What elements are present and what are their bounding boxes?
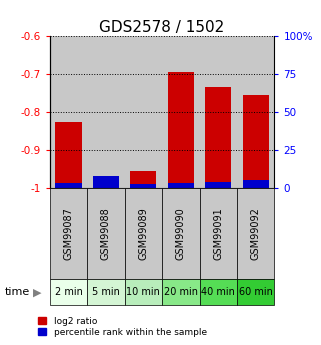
Bar xyxy=(205,182,231,188)
Bar xyxy=(87,279,125,305)
Text: GSM99091: GSM99091 xyxy=(213,207,223,260)
Text: 2 min: 2 min xyxy=(55,287,82,297)
Legend: log2 ratio, percentile rank within the sample: log2 ratio, percentile rank within the s… xyxy=(38,317,207,337)
Bar xyxy=(243,180,269,188)
Bar xyxy=(205,87,231,188)
Bar xyxy=(168,183,194,188)
Bar xyxy=(87,188,125,279)
Text: GSM99088: GSM99088 xyxy=(101,207,111,260)
Text: 20 min: 20 min xyxy=(164,287,198,297)
Bar xyxy=(87,36,125,188)
Text: time: time xyxy=(5,287,30,297)
Bar xyxy=(162,36,200,188)
Text: GSM99090: GSM99090 xyxy=(176,207,186,260)
Bar xyxy=(162,279,200,305)
Bar xyxy=(243,95,269,188)
Bar xyxy=(237,279,274,305)
Bar xyxy=(200,188,237,279)
Title: GDS2578 / 1502: GDS2578 / 1502 xyxy=(100,20,225,35)
Bar xyxy=(200,279,237,305)
Bar xyxy=(162,188,200,279)
Text: 10 min: 10 min xyxy=(126,287,160,297)
Bar xyxy=(125,279,162,305)
Text: 40 min: 40 min xyxy=(201,287,235,297)
Text: 5 min: 5 min xyxy=(92,287,120,297)
Bar xyxy=(56,184,82,188)
Bar xyxy=(50,279,87,305)
Text: ▶: ▶ xyxy=(33,287,41,297)
Text: GSM99087: GSM99087 xyxy=(64,207,74,260)
Bar xyxy=(125,36,162,188)
Bar xyxy=(125,188,162,279)
Bar xyxy=(130,171,156,188)
Text: 60 min: 60 min xyxy=(239,287,273,297)
Text: GSM99092: GSM99092 xyxy=(251,207,261,260)
Bar xyxy=(56,121,82,188)
Bar xyxy=(200,36,237,188)
Bar xyxy=(130,184,156,188)
Bar xyxy=(237,188,274,279)
Text: GSM99089: GSM99089 xyxy=(138,207,148,260)
Bar xyxy=(168,71,194,188)
Bar xyxy=(50,36,87,188)
Bar xyxy=(237,36,274,188)
Bar xyxy=(50,188,87,279)
Bar xyxy=(93,176,119,188)
